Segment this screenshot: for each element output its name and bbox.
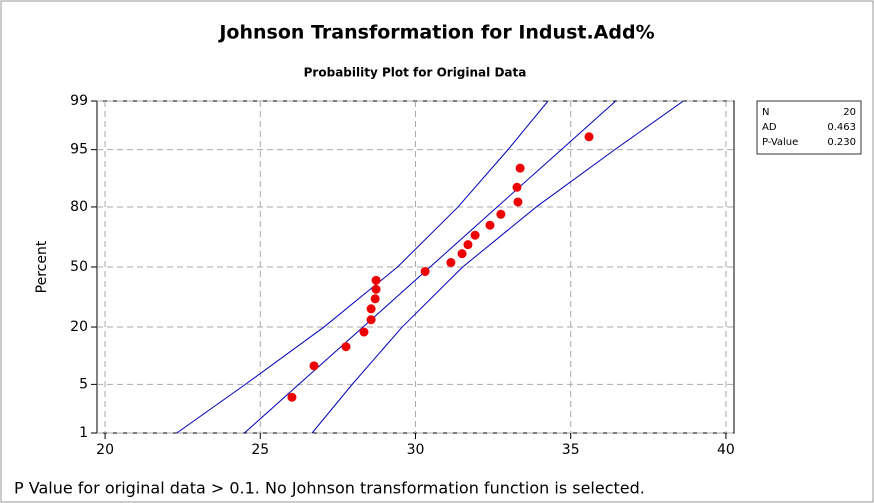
x-tick-label: 20 xyxy=(96,442,114,458)
y-tick-label: 5 xyxy=(79,376,88,392)
data-point xyxy=(366,315,376,325)
data-point xyxy=(371,275,381,285)
stats-value: 0.463 xyxy=(827,122,856,133)
data-point xyxy=(370,294,380,304)
data-point xyxy=(584,132,594,142)
data-point xyxy=(513,197,523,207)
data-point xyxy=(457,249,467,259)
data-point xyxy=(359,327,369,337)
stats-label: P-Value xyxy=(762,137,798,148)
data-point xyxy=(420,266,430,276)
stats-value: 20 xyxy=(843,107,856,118)
stats-value: 0.230 xyxy=(827,137,856,148)
stats-box xyxy=(756,100,862,155)
y-tick-label: 99 xyxy=(70,93,88,109)
data-point xyxy=(470,230,480,240)
data-point xyxy=(463,240,473,250)
data-point xyxy=(485,220,495,230)
fit-line xyxy=(311,101,684,433)
data-point xyxy=(309,361,319,371)
stats-label: AD xyxy=(762,122,777,133)
fit-line xyxy=(176,101,549,433)
y-tick-label: 95 xyxy=(70,142,88,158)
chart-subtitle: Probability Plot for Original Data xyxy=(304,66,527,80)
y-tick-label: 1 xyxy=(79,425,88,441)
y-axis-label: Percent xyxy=(34,240,50,293)
x-tick-label: 35 xyxy=(562,442,580,458)
y-tick-label: 50 xyxy=(70,259,88,275)
data-point xyxy=(496,209,506,219)
data-point xyxy=(371,284,381,294)
data-point xyxy=(366,304,376,314)
y-tick-label: 80 xyxy=(70,199,88,215)
stats-label: N xyxy=(762,107,769,118)
y-tick-label: 20 xyxy=(70,319,88,335)
data-point xyxy=(341,342,351,352)
data-point xyxy=(287,392,297,402)
data-point xyxy=(446,258,456,268)
x-tick-label: 25 xyxy=(251,442,269,458)
x-tick-label: 30 xyxy=(407,442,425,458)
chart-title: Johnson Transformation for Indust.Add% xyxy=(217,22,654,44)
x-tick-label: 40 xyxy=(717,442,735,458)
data-point xyxy=(512,182,522,192)
fit-line xyxy=(244,101,617,433)
footnote: P Value for original data > 0.1. No John… xyxy=(14,479,645,498)
data-point xyxy=(515,163,525,173)
